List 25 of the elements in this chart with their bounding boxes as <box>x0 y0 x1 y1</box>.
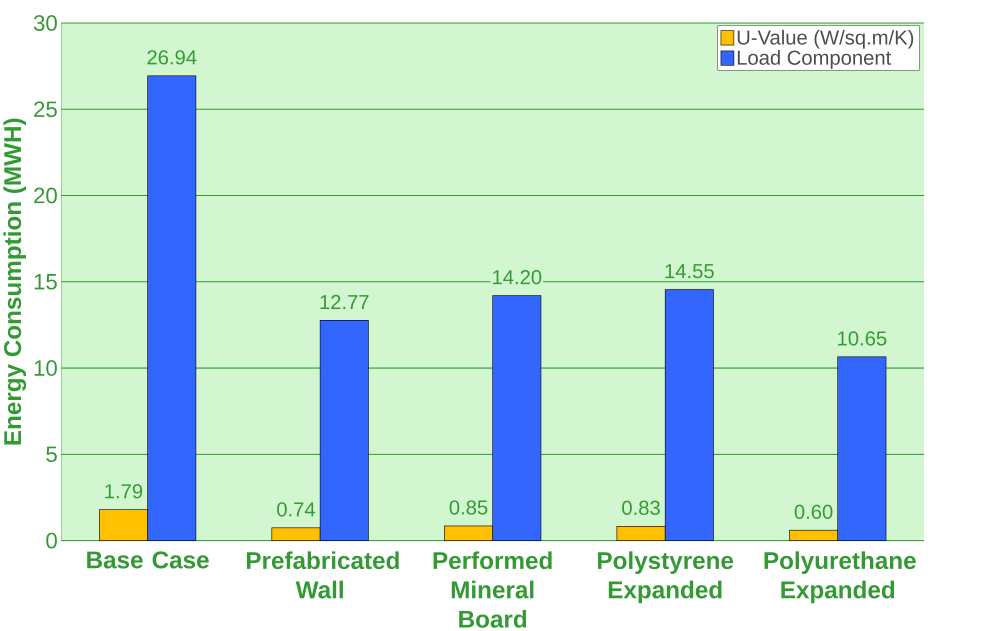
y-tick-label: 10 <box>34 360 57 376</box>
data-label: 14.55 <box>666 264 714 278</box>
data-label: 0.85 <box>450 500 488 515</box>
x-tick-label: Polyurethane Expanded <box>764 551 916 604</box>
y-tick-label: 5 <box>46 446 57 462</box>
y-axis-title: Energy Consumption (MWH) <box>3 118 26 444</box>
x-tick-label: Performed Mineral Board <box>434 551 552 628</box>
legend-label: Load Component <box>738 50 892 69</box>
data-label: 0.83 <box>622 500 660 515</box>
data-label: 26.94 <box>147 50 196 64</box>
y-tick-label: 30 <box>34 15 57 31</box>
y-tick-label: 15 <box>34 274 57 290</box>
x-tick-label: Base Case <box>87 551 209 568</box>
data-label: 12.77 <box>320 294 369 309</box>
data-label: 0.60 <box>794 504 832 519</box>
data-label: 0.74 <box>277 502 316 516</box>
y-tick-label: 20 <box>34 188 57 204</box>
legend-label: U-Value (W/sq.m/K) <box>738 30 914 49</box>
y-tick-label: 0 <box>46 532 57 548</box>
y-tick-label: 25 <box>34 101 57 118</box>
data-label: 14.20 <box>493 270 542 284</box>
data-label: 10.65 <box>838 331 886 346</box>
data-label: 1.79 <box>105 484 142 498</box>
x-tick-label: Prefabricated Wall <box>246 551 399 598</box>
x-tick-label: Polystyrene Expanded <box>598 551 734 604</box>
